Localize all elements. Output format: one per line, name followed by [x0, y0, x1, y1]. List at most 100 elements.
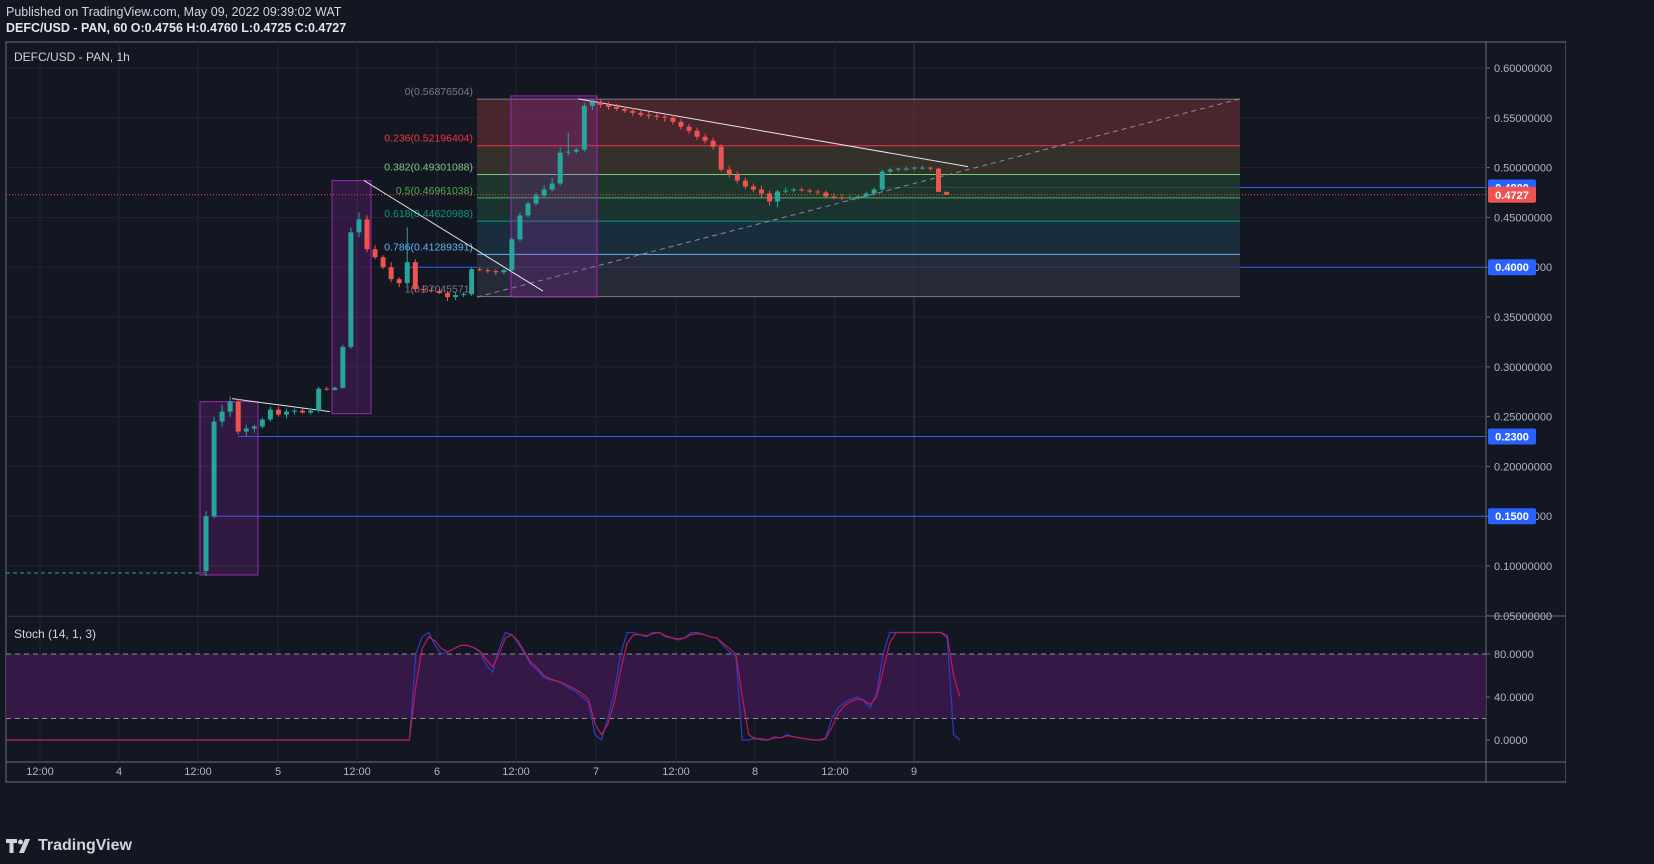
fib-level-label: 0.5(0.46961038) — [396, 185, 473, 197]
candle-body — [573, 149, 579, 152]
candle-body — [396, 279, 402, 284]
candle-body — [211, 421, 217, 517]
time-tick-label: 12:00 — [502, 766, 530, 778]
price-line-label: 0.4000 — [1495, 262, 1529, 274]
price-tick-label: 0.50000000 — [1494, 163, 1552, 175]
candle-body — [847, 197, 853, 199]
candle-body — [501, 270, 507, 273]
price-line-label: 0.2300 — [1495, 432, 1529, 444]
candle-body — [630, 110, 636, 113]
candle-body — [203, 516, 209, 571]
candle-body — [477, 269, 483, 271]
price-tick-label: 0.20000000 — [1494, 461, 1552, 473]
right-margin — [1566, 42, 1652, 782]
candle-body — [879, 171, 885, 190]
trend-line — [231, 398, 331, 413]
fib-zone — [477, 197, 1240, 222]
trend-line — [577, 98, 969, 168]
candle-body — [855, 196, 861, 198]
price-tick-label: 0.30000000 — [1494, 362, 1552, 374]
stoch-tick-label: 40.0000 — [1494, 692, 1534, 704]
candle-body — [332, 387, 338, 390]
candle-body — [911, 167, 917, 169]
candle-body — [919, 167, 925, 169]
candle-body — [428, 290, 434, 292]
candle-body — [758, 189, 764, 194]
candle-body — [235, 401, 241, 432]
candle-body — [823, 192, 829, 197]
candle-body — [388, 267, 394, 280]
time-tick-label: 6 — [434, 766, 440, 778]
candle-body — [662, 116, 668, 118]
fib-level-label: 0.786(0.41289391) — [384, 241, 473, 253]
candle-body — [404, 262, 410, 284]
candle-body — [243, 428, 249, 432]
candle-body — [871, 189, 877, 194]
candle-body — [589, 101, 595, 106]
fib-level-label: 0(0.56876504) — [405, 86, 473, 98]
fib-zone — [477, 145, 1240, 175]
candle-body — [267, 409, 273, 420]
candle-body — [581, 105, 587, 150]
candle-body — [227, 401, 233, 412]
price-tick-label: 0.05000000 — [1494, 611, 1552, 623]
stoch-title: Stoch (14, 1, 3) — [14, 627, 96, 641]
candle-body — [686, 126, 692, 131]
candle-body — [493, 271, 499, 273]
candle-body — [726, 169, 732, 175]
fib-zone — [477, 174, 1240, 198]
tradingview-logo[interactable]: TradingView — [6, 836, 132, 856]
candle-body — [461, 294, 467, 296]
price-line-badge — [1488, 428, 1536, 445]
candle-body — [614, 106, 620, 109]
ohlc-line: DEFC/USD - PAN, 60 O:0.4756 H:0.4760 L:0… — [6, 21, 347, 35]
time-tick-label: 4 — [116, 766, 122, 778]
candle-body — [928, 167, 933, 169]
candle-body — [469, 269, 475, 295]
fib-zone — [477, 221, 1240, 255]
candle-body — [356, 219, 362, 233]
price-line-badge — [1488, 259, 1536, 276]
candle-body — [549, 183, 555, 190]
candle-body — [259, 419, 265, 427]
time-tick-label: 9 — [911, 766, 917, 778]
candle-body — [308, 410, 314, 413]
candle-body — [670, 117, 676, 122]
candle-body — [702, 136, 708, 141]
price-line-label: 0.1500 — [1495, 511, 1529, 523]
fib-zone — [477, 254, 1240, 297]
candle-body — [654, 115, 660, 117]
candle-body — [509, 239, 515, 271]
time-tick-label: 12:00 — [821, 766, 849, 778]
stoch-band — [6, 654, 1486, 719]
candle-body — [936, 168, 942, 192]
candle-body — [300, 410, 306, 413]
price-line-badge — [1488, 508, 1536, 525]
candle-body — [863, 193, 869, 197]
candle-body — [251, 426, 257, 429]
candle-body — [364, 219, 370, 250]
stoch-tick-label: 80.0000 — [1494, 649, 1534, 661]
fib-level-label: 0.236(0.52196404) — [384, 133, 473, 145]
candle-body — [597, 101, 603, 105]
highlight-box — [199, 401, 259, 576]
candle-body — [275, 409, 281, 415]
candle-body — [316, 388, 322, 411]
candle-body — [420, 289, 426, 291]
current-price-badge — [1488, 186, 1536, 203]
candle-body — [718, 146, 724, 170]
candle-body — [767, 193, 772, 202]
candle-body — [372, 249, 378, 258]
fib-level-label: 0.382(0.49301088) — [384, 162, 473, 174]
candle-body — [638, 112, 644, 115]
candle-body — [340, 346, 346, 388]
candle-body — [324, 388, 330, 390]
candle-body — [348, 232, 354, 347]
candle-body — [799, 189, 805, 191]
time-tick-label: 5 — [275, 766, 281, 778]
candle-body — [783, 190, 789, 192]
candle-body — [944, 191, 950, 195]
candle-body — [903, 168, 909, 170]
candle-body — [292, 410, 298, 412]
